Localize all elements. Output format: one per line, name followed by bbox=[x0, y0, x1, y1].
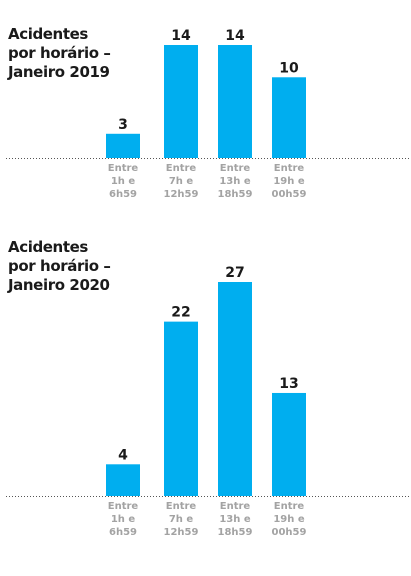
bar bbox=[164, 321, 198, 496]
data-label: 27 bbox=[225, 265, 244, 281]
x-tick-label: 00h59 bbox=[272, 189, 307, 200]
chart-title-line: por horário – bbox=[8, 257, 111, 275]
data-label: 22 bbox=[171, 305, 190, 321]
bar bbox=[218, 45, 252, 158]
chart-2020: Acidentes por horário – Janeiro 2020 4 En… bbox=[0, 225, 411, 576]
x-tick-label: 7h e bbox=[169, 514, 194, 525]
x-tick-label: 18h59 bbox=[218, 527, 253, 538]
chart-title-line: Acidentes bbox=[8, 25, 88, 43]
x-tick-label: 6h59 bbox=[109, 527, 137, 538]
x-tick-label: Entre bbox=[166, 501, 197, 512]
bar bbox=[272, 77, 306, 158]
x-tick-label: Entre bbox=[108, 163, 139, 174]
x-tick-label: Entre bbox=[220, 163, 251, 174]
x-tick-label: 1h e bbox=[111, 514, 136, 525]
data-label: 4 bbox=[118, 447, 128, 463]
x-tick-label: 13h e bbox=[219, 514, 251, 525]
x-tick-label: Entre bbox=[220, 501, 251, 512]
data-label: 10 bbox=[279, 60, 299, 76]
x-tick-label: Entre bbox=[274, 501, 305, 512]
bar-chart-svg: 4 Entre 1h e 6h59 22 Entre 7h e 12h59 27 Entre 13h… bbox=[6, 265, 411, 538]
bar bbox=[218, 282, 252, 496]
chart-title: Acidentes por horário – Janeiro 2020 bbox=[8, 238, 118, 295]
x-tick-label: 7h e bbox=[169, 176, 194, 187]
chart-title-line: Janeiro 2019 bbox=[8, 63, 110, 81]
data-label: 14 bbox=[171, 28, 191, 44]
chart-title-line: Acidentes bbox=[8, 238, 88, 256]
x-tick-label: 00h59 bbox=[272, 527, 307, 538]
x-tick-label: Entre bbox=[108, 501, 139, 512]
x-tick-label: 12h59 bbox=[164, 189, 199, 200]
bar bbox=[164, 45, 198, 158]
chart-2019: Acidentes por horário – Janeiro 2019 3 En… bbox=[0, 0, 411, 215]
bar bbox=[106, 464, 140, 496]
x-tick-label: 19h e bbox=[273, 176, 305, 187]
x-tick-label: 6h59 bbox=[109, 189, 137, 200]
data-label: 3 bbox=[118, 117, 128, 133]
bar bbox=[272, 392, 306, 496]
data-label: 13 bbox=[279, 376, 298, 392]
x-tick-label: 13h e bbox=[219, 176, 251, 187]
bar bbox=[106, 133, 140, 158]
x-tick-label: 19h e bbox=[273, 514, 305, 525]
chart-title-line: por horário – bbox=[8, 44, 111, 62]
data-label: 14 bbox=[225, 28, 245, 44]
chart-title-line: Janeiro 2020 bbox=[8, 276, 110, 294]
x-tick-label: 18h59 bbox=[218, 189, 253, 200]
x-tick-label: 1h e bbox=[111, 176, 136, 187]
x-tick-label: Entre bbox=[166, 163, 197, 174]
x-tick-label: Entre bbox=[274, 163, 305, 174]
chart-title: Acidentes por horário – Janeiro 2019 bbox=[8, 25, 118, 82]
bar-chart-svg: 3 Entre 1h e 6h59 14 Entre 7h e 12h59 14 Entre 13h… bbox=[6, 28, 411, 200]
x-tick-label: 12h59 bbox=[164, 527, 199, 538]
